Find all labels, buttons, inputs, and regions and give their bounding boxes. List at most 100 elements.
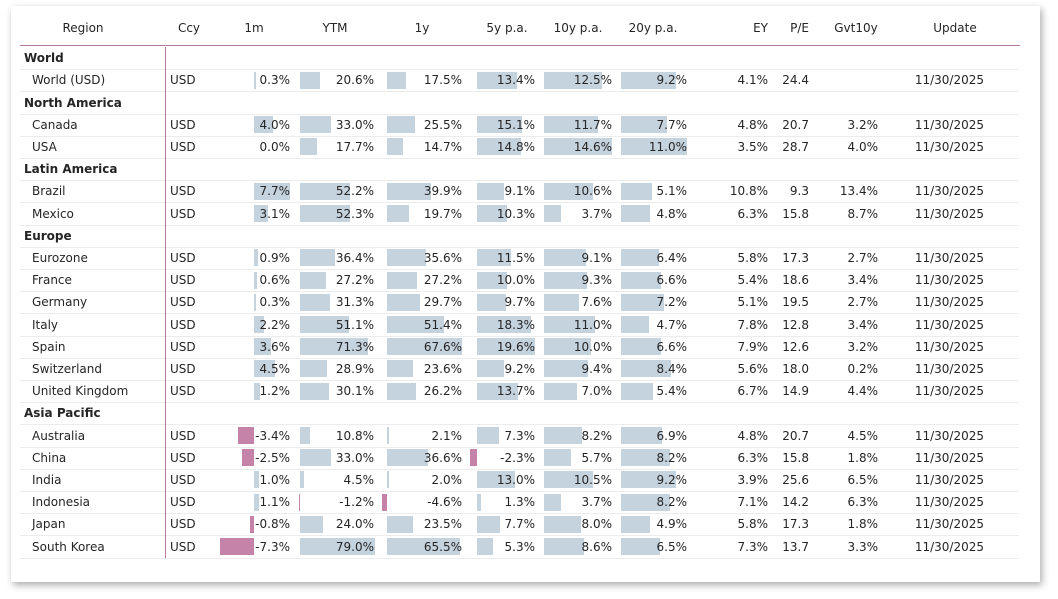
- region-name[interactable]: World (USD): [32, 73, 106, 88]
- positive-bar: [387, 471, 390, 489]
- positive-bar: [621, 515, 651, 533]
- positive-bar: [300, 271, 326, 289]
- value-y1: 36.6%: [423, 450, 462, 465]
- value-y5: 13.0%: [496, 472, 535, 487]
- value-gvt: 2.7%: [847, 250, 879, 265]
- region-name[interactable]: Indonesia: [32, 495, 91, 510]
- positive-bar: [544, 338, 591, 356]
- value-update: 11/30/2025: [914, 472, 984, 487]
- column-header[interactable]: YTM: [322, 21, 348, 35]
- negative-bar: [242, 449, 254, 467]
- positive-bar: [544, 493, 562, 511]
- value-y5: 10.0%: [496, 273, 535, 288]
- region-name[interactable]: China: [32, 450, 67, 465]
- value-y10: 8.2%: [581, 428, 613, 443]
- value-gvt: 3.2%: [847, 117, 879, 132]
- value-ytm: 4.5%: [343, 472, 375, 487]
- value-y1: 23.6%: [423, 361, 462, 376]
- region-name[interactable]: Brazil: [32, 184, 66, 199]
- positive-bar: [544, 138, 612, 156]
- value-gvt: 4.0%: [847, 139, 879, 154]
- currency-code: USD: [170, 73, 196, 88]
- region-name[interactable]: United Kingdom: [32, 384, 129, 399]
- row-divider: [20, 113, 1019, 115]
- value-ytm: 28.9%: [335, 361, 374, 376]
- column-header[interactable]: 20y p.a.: [628, 21, 678, 35]
- positive-bar: [300, 71, 320, 89]
- region-name[interactable]: France: [32, 273, 72, 288]
- row-divider: [20, 135, 1019, 137]
- column-header[interactable]: EY: [753, 21, 768, 35]
- value-y5: 7.3%: [504, 428, 536, 443]
- positive-bar: [387, 249, 427, 267]
- value-m1: 1.2%: [259, 384, 291, 399]
- value-ytm: 52.3%: [335, 206, 374, 221]
- value-ey: 7.1%: [737, 495, 769, 510]
- column-header[interactable]: 1m: [244, 21, 264, 35]
- value-update: 11/30/2025: [914, 384, 984, 399]
- value-m1: 7.7%: [259, 184, 291, 199]
- column-header[interactable]: P/E: [790, 21, 809, 35]
- region-name[interactable]: Spain: [32, 339, 66, 354]
- column-header[interactable]: 5y p.a.: [486, 21, 528, 35]
- region-name[interactable]: USA: [32, 139, 57, 154]
- positive-bar: [544, 471, 593, 489]
- positive-bar: [621, 360, 672, 378]
- row-divider: [20, 69, 1019, 71]
- positive-bar: [387, 182, 432, 200]
- column-header[interactable]: 1y: [414, 21, 430, 35]
- positive-bar: [477, 382, 518, 400]
- value-y20: 7.7%: [656, 117, 688, 132]
- value-update: 11/30/2025: [914, 450, 984, 465]
- value-y1: 67.6%: [423, 339, 462, 354]
- value-y20: 8.4%: [656, 361, 688, 376]
- value-m1: 1.0%: [259, 472, 291, 487]
- currency-code: USD: [170, 495, 196, 510]
- group-label: Europe: [24, 228, 72, 243]
- column-header[interactable]: Update: [933, 21, 977, 35]
- value-ytm: 33.0%: [335, 450, 374, 465]
- column-header[interactable]: Region: [62, 21, 104, 35]
- value-pe: 17.3: [782, 250, 809, 265]
- value-gvt: 3.4%: [847, 317, 879, 332]
- column-header[interactable]: 10y p.a.: [553, 21, 603, 35]
- value-gvt: 6.3%: [847, 495, 879, 510]
- value-y1: 27.2%: [423, 273, 462, 288]
- column-header[interactable]: Ccy: [177, 21, 201, 35]
- positive-bar: [477, 205, 508, 222]
- region-name[interactable]: Japan: [32, 517, 66, 532]
- value-ytm: 51.1%: [335, 317, 374, 332]
- region-name[interactable]: Germany: [32, 295, 88, 310]
- region-name[interactable]: South Korea: [32, 539, 105, 554]
- value-pe: 20.7: [782, 117, 809, 132]
- region-name[interactable]: Mexico: [32, 206, 74, 221]
- positive-bar: [621, 316, 650, 333]
- positive-bar: [254, 116, 273, 134]
- row-divider: [20, 513, 1019, 515]
- value-y10: 7.6%: [581, 295, 613, 310]
- positive-bar: [254, 382, 260, 400]
- region-name[interactable]: Canada: [32, 117, 78, 132]
- region-name[interactable]: Eurozone: [32, 250, 88, 265]
- returns-table: Region Ccy 1m YTM 1y 5y p.a. 10y p.a. 20y p.a. E…: [11, 6, 1040, 582]
- positive-bar: [254, 316, 265, 333]
- positive-bar: [477, 71, 517, 89]
- group-label: Asia Pacific: [24, 406, 101, 421]
- row-divider: [20, 335, 1019, 337]
- region-name[interactable]: Italy: [32, 317, 59, 332]
- value-m1: -2.5%: [255, 450, 290, 465]
- column-header[interactable]: Gvt10y: [834, 21, 878, 35]
- value-y1: 23.5%: [423, 517, 462, 532]
- region-name[interactable]: India: [32, 472, 62, 487]
- value-pe: 18.6: [782, 273, 809, 288]
- positive-bar: [387, 316, 445, 333]
- positive-bar: [621, 382, 654, 400]
- value-y1: 19.7%: [423, 206, 462, 221]
- region-name[interactable]: Switzerland: [32, 361, 102, 376]
- row-divider: [20, 402, 1019, 404]
- value-y1: 2.0%: [431, 472, 463, 487]
- value-update: 11/30/2025: [914, 517, 984, 532]
- positive-bar: [254, 271, 257, 289]
- region-name[interactable]: Australia: [32, 428, 86, 443]
- value-y1: -4.6%: [427, 495, 462, 510]
